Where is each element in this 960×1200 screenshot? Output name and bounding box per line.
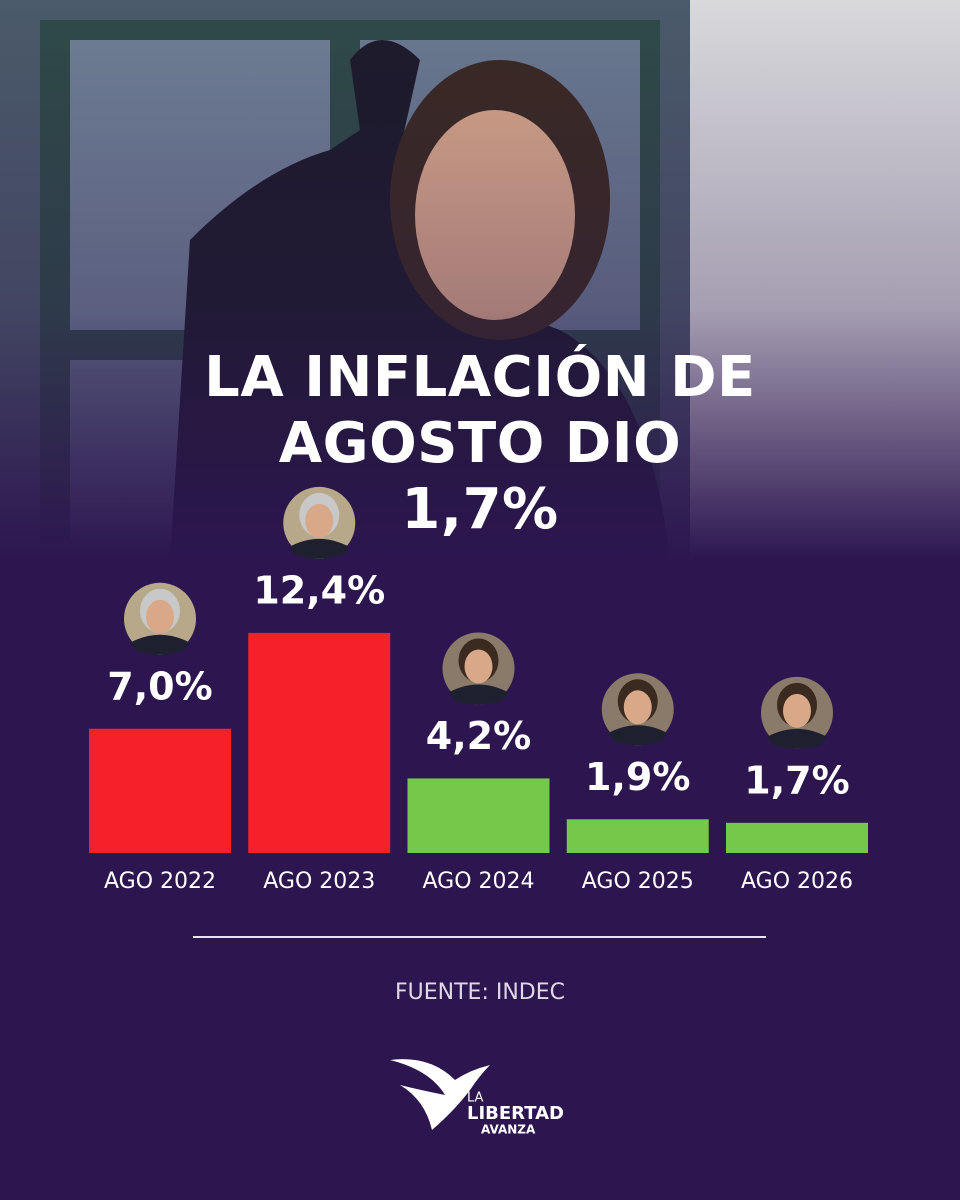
logo-text: LA xyxy=(467,1091,484,1106)
bar xyxy=(248,632,391,853)
x-tick-label: AGO 2022 xyxy=(104,869,216,894)
avatar-face xyxy=(623,690,652,725)
x-tick-label: AGO 2025 xyxy=(582,869,694,894)
avatar xyxy=(761,676,833,749)
photo xyxy=(0,0,960,560)
logo-text: AVANZA xyxy=(481,1123,536,1137)
logo-eagle xyxy=(390,1059,490,1130)
logo-text: LIBERTAD xyxy=(467,1103,564,1124)
value-label: 4,2% xyxy=(426,714,531,758)
x-tick-label: AGO 2023 xyxy=(263,869,375,894)
value-label: 1,7% xyxy=(744,758,849,802)
avatar-suit xyxy=(607,725,668,746)
avatar xyxy=(442,632,515,705)
avatar-suit xyxy=(448,684,509,705)
title: LA INFLACIÓN DE AGOSTO DIO 1,7% xyxy=(204,345,756,542)
avatar xyxy=(124,582,196,655)
x-tick-label: AGO 2024 xyxy=(422,869,534,894)
bar xyxy=(89,728,231,853)
value-label: 1,9% xyxy=(585,755,690,799)
source: FUENTE: INDEC xyxy=(395,980,565,1005)
avatar xyxy=(601,673,674,746)
avatar-face xyxy=(305,503,334,538)
value-label: 12,4% xyxy=(253,568,385,612)
x-tick-label: AGO 2026 xyxy=(741,869,853,894)
avatar-face xyxy=(464,649,493,684)
bar xyxy=(726,822,868,853)
bar xyxy=(566,819,709,853)
bar xyxy=(407,778,550,853)
avatar-face xyxy=(783,693,811,728)
avatar-face xyxy=(146,599,174,634)
avatar-suit xyxy=(767,728,827,749)
avatar-suit xyxy=(289,538,350,559)
logo: LA LIBERTAD AVANZA xyxy=(390,1059,564,1137)
avatar-suit xyxy=(130,634,190,655)
value-label: 7,0% xyxy=(107,664,212,708)
avatar xyxy=(283,486,356,559)
